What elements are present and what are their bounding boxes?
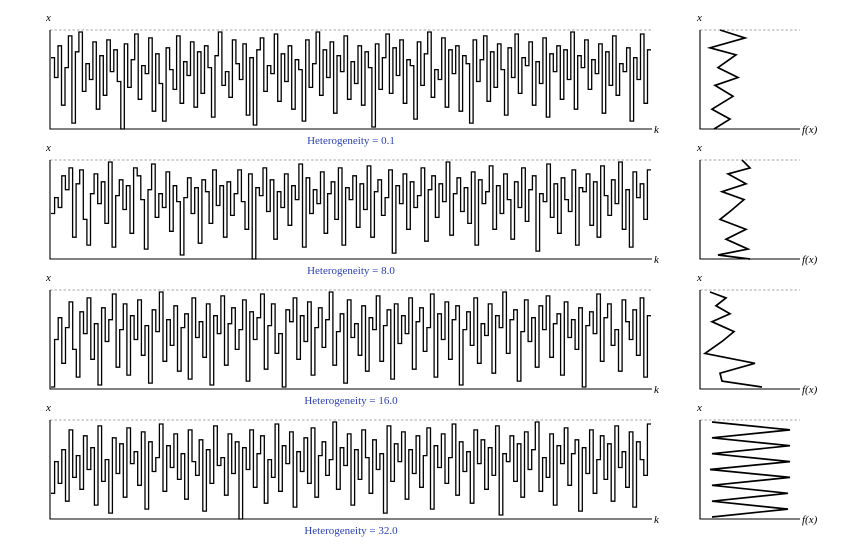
panel-caption: Heterogeneity = 16.0 bbox=[304, 395, 398, 407]
panel-caption: Heterogeneity = 8.0 bbox=[307, 265, 395, 277]
panel-caption: Heterogeneity = 0.1 bbox=[307, 135, 395, 147]
dist-y-axis-label: x bbox=[696, 12, 702, 24]
panel-2: x x k f(x) Heterogeneity = 16.0 bbox=[45, 272, 818, 407]
y-axis-label: x bbox=[45, 12, 51, 24]
dist-y-axis-label: x bbox=[696, 402, 702, 414]
panel-caption: Heterogeneity = 32.0 bbox=[304, 525, 398, 537]
x-axis-label: k bbox=[654, 124, 660, 136]
distribution-line bbox=[709, 421, 791, 518]
step-trace bbox=[51, 31, 651, 130]
panel-1: x x k f(x) Heterogeneity = 8.0 bbox=[45, 142, 818, 277]
dist-y-axis-label: x bbox=[696, 272, 702, 284]
dist-x-axis-label: f(x) bbox=[802, 514, 818, 526]
step-trace bbox=[51, 421, 651, 520]
y-axis-label: x bbox=[45, 272, 51, 284]
x-axis-label: k bbox=[654, 254, 660, 266]
panel-3: x x k f(x) Heterogeneity = 32.0 bbox=[45, 402, 818, 537]
dist-axes bbox=[699, 160, 800, 260]
x-axis-label: k bbox=[654, 384, 660, 396]
main-axes bbox=[49, 290, 652, 390]
x-axis-label: k bbox=[654, 514, 660, 526]
distribution-line bbox=[702, 291, 763, 388]
distribution-line bbox=[706, 29, 748, 130]
panel-0: x x k f(x) Heterogeneity = 0.1 bbox=[45, 12, 818, 147]
y-axis-label: x bbox=[45, 142, 51, 154]
dist-axes bbox=[699, 420, 800, 520]
main-axes bbox=[49, 160, 652, 260]
dist-axes bbox=[699, 290, 800, 390]
step-trace bbox=[51, 291, 651, 388]
step-trace bbox=[51, 161, 651, 260]
distribution-line bbox=[717, 159, 752, 260]
main-axes bbox=[49, 420, 652, 520]
dist-axes bbox=[699, 30, 800, 130]
y-axis-label: x bbox=[45, 402, 51, 414]
main-axes bbox=[49, 30, 652, 130]
dist-x-axis-label: f(x) bbox=[802, 384, 818, 396]
dist-y-axis-label: x bbox=[696, 142, 702, 154]
dist-x-axis-label: f(x) bbox=[802, 254, 818, 266]
dist-x-axis-label: f(x) bbox=[802, 124, 818, 136]
